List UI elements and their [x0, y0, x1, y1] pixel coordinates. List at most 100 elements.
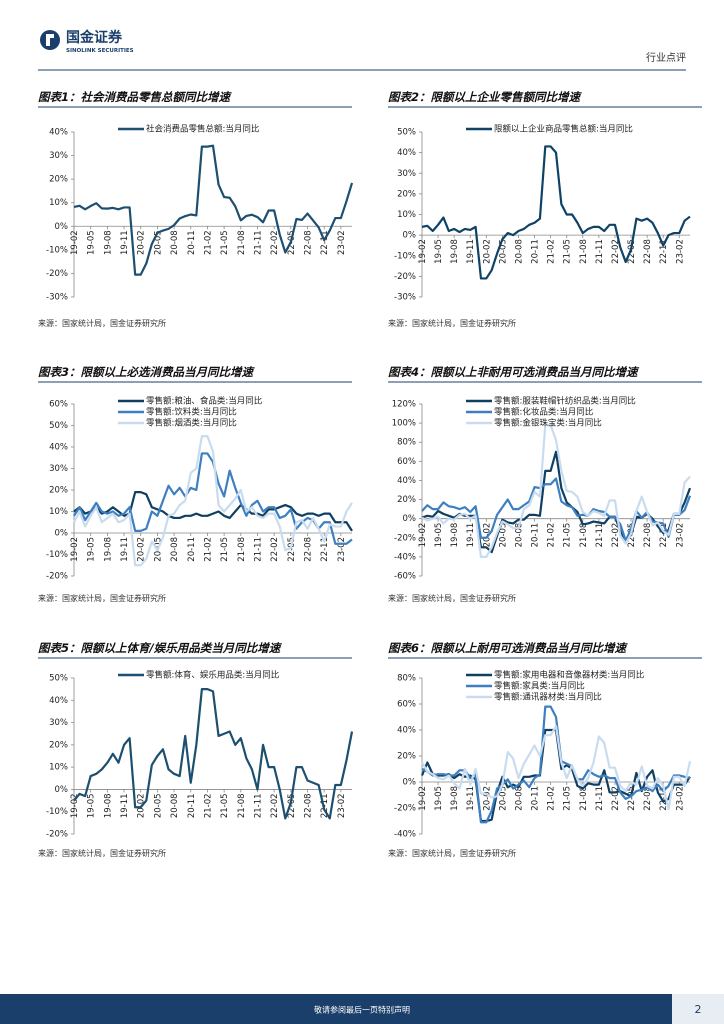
chart-title: 图表6：限额以上耐用可选消费品当月同比增速 — [388, 641, 628, 655]
x-tick-label: 21-08 — [579, 239, 589, 264]
x-tick-label: 21-05 — [563, 786, 573, 811]
x-tick-label: 19-08 — [103, 230, 113, 255]
source-note: 来源：国家统计局，国金证券研究所 — [388, 848, 516, 858]
footer-bar — [0, 994, 724, 1024]
y-tick-label: 50% — [397, 128, 416, 138]
x-tick-label: 19-02 — [418, 786, 428, 811]
logo-en: SINOLINK SECURITIES — [66, 48, 134, 54]
section-label: 行业点评 — [646, 51, 686, 64]
x-tick-label: 21-08 — [237, 230, 247, 255]
x-tick-label: 22-11 — [320, 537, 330, 562]
y-tick-label: -20% — [46, 269, 68, 279]
x-tick-label: 19-05 — [87, 230, 97, 255]
y-tick-label: -10% — [46, 245, 68, 255]
series-line — [421, 477, 692, 542]
y-tick-label: -30% — [394, 293, 416, 303]
y-tick-label: 20% — [397, 189, 416, 199]
series-line — [73, 435, 353, 567]
series-line — [421, 725, 692, 811]
x-tick-label: 20-08 — [170, 793, 180, 818]
y-tick-label: 80% — [397, 674, 416, 684]
x-tick-label: 22-05 — [627, 786, 637, 811]
x-tick-label: 21-11 — [253, 537, 263, 562]
footer-note: 敬请参阅最后一页特别声明 — [314, 1005, 410, 1015]
y-tick-label: 30% — [49, 464, 68, 474]
y-tick-label: 40% — [397, 476, 416, 486]
x-tick-label: 20-05 — [498, 786, 508, 811]
source-note: 来源：国家统计局，国金证券研究所 — [38, 848, 166, 858]
x-tick-label: 20-05 — [498, 239, 508, 264]
x-tick-label: 21-08 — [579, 523, 589, 548]
legend-label: 零售额:家具类:当月同比 — [494, 681, 585, 692]
x-tick-label: 19-08 — [450, 786, 460, 811]
x-tick-label: 19-02 — [70, 230, 80, 255]
x-tick-label: 19-02 — [418, 239, 428, 264]
chart-title: 图表5：限额以上体育/娱乐用品类当月同比增速 — [38, 641, 283, 655]
chart-title: 图表1：社会消费品零售总额同比增速 — [38, 90, 232, 104]
x-tick-label: 22-05 — [287, 230, 297, 255]
y-tick-label: 120% — [392, 400, 416, 410]
y-tick-label: -10% — [46, 807, 68, 817]
x-tick-label: 20-11 — [531, 523, 541, 548]
x-tick-label: 21-05 — [220, 537, 230, 562]
chart-title: 图表4：限额以上非耐用可选消费品当月同比增速 — [388, 365, 640, 379]
x-tick-label: 20-11 — [187, 793, 197, 818]
logo-cn: 国金证券 — [66, 29, 123, 46]
x-tick-label: 21-11 — [595, 786, 605, 811]
x-tick-label: 20-05 — [498, 523, 508, 548]
legend-label: 限额以上企业商品零售总额:当月同比 — [494, 124, 633, 135]
x-tick-label: 22-02 — [611, 786, 621, 811]
x-tick-label: 19-05 — [434, 523, 444, 548]
y-tick-label: 10% — [49, 763, 68, 773]
x-tick-label: 19-08 — [450, 239, 460, 264]
x-tick-label: 21-02 — [203, 793, 213, 818]
y-tick-label: 10% — [49, 507, 68, 517]
y-tick-label: -10% — [394, 251, 416, 261]
x-tick-label: 22-08 — [304, 537, 314, 562]
page-number: 2 — [695, 1003, 702, 1016]
x-tick-label: 20-08 — [514, 523, 524, 548]
page-box — [672, 994, 724, 1024]
x-tick-label: 22-02 — [611, 239, 621, 264]
y-tick-label: 40% — [49, 128, 68, 138]
y-tick-label: 20% — [49, 175, 68, 185]
x-tick-label: 21-08 — [579, 786, 589, 811]
y-tick-label: 10% — [49, 198, 68, 208]
y-tick-label: -40% — [394, 830, 416, 840]
x-tick-label: 19-11 — [466, 786, 476, 811]
legend-label: 零售额:粮油、食品类:当月同比 — [146, 396, 262, 407]
x-tick-label: 20-02 — [137, 537, 147, 562]
y-tick-label: -60% — [394, 572, 416, 582]
x-tick-label: 19-05 — [87, 793, 97, 818]
x-tick-label: 22-08 — [643, 523, 653, 548]
y-tick-label: 30% — [49, 151, 68, 161]
y-tick-label: 20% — [397, 495, 416, 505]
x-tick-label: 21-08 — [237, 793, 247, 818]
source-note: 来源：国家统计局，国金证券研究所 — [38, 318, 166, 328]
x-tick-label: 19-11 — [466, 523, 476, 548]
y-tick-label: -20% — [394, 272, 416, 282]
x-tick-label: 21-11 — [595, 523, 605, 548]
y-tick-label: 0% — [403, 514, 417, 524]
x-tick-label: 21-08 — [237, 537, 247, 562]
chart-title: 图表2：限额以上企业零售额同比增速 — [388, 90, 582, 104]
x-tick-label: 22-11 — [659, 523, 669, 548]
y-tick-label: 0% — [55, 529, 69, 539]
chart-title: 图表3：限额以上必选消费品当月同比增速 — [38, 365, 255, 379]
x-tick-label: 22-08 — [304, 230, 314, 255]
y-tick-label: 0% — [403, 778, 417, 788]
y-tick-label: 40% — [397, 726, 416, 736]
x-tick-label: 21-02 — [203, 230, 213, 255]
y-tick-label: 30% — [397, 169, 416, 179]
x-tick-label: 22-02 — [611, 523, 621, 548]
y-tick-label: 60% — [397, 700, 416, 710]
legend-label: 零售额:体育、娱乐用品类:当月同比 — [146, 670, 279, 681]
legend-label: 零售额:金银珠宝类:当月同比 — [494, 418, 602, 429]
x-tick-label: 23-02 — [675, 523, 685, 548]
legend-label: 社会消费品零售总额:当月同比 — [146, 124, 259, 135]
